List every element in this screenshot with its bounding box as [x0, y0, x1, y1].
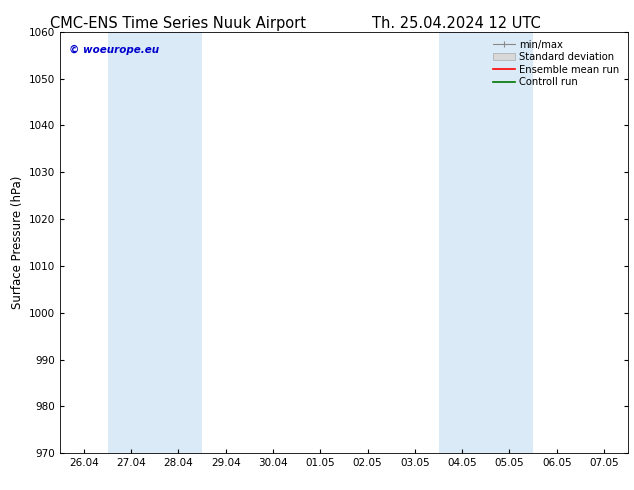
- Bar: [439, 32, 533, 453]
- Text: CMC-ENS Time Series Nuuk Airport: CMC-ENS Time Series Nuuk Airport: [49, 16, 306, 31]
- Y-axis label: Surface Pressure (hPa): Surface Pressure (hPa): [11, 176, 23, 309]
- Text: © woeurope.eu: © woeurope.eu: [68, 45, 159, 54]
- Legend: min/max, Standard deviation, Ensemble mean run, Controll run: min/max, Standard deviation, Ensemble me…: [491, 37, 623, 90]
- Text: Th. 25.04.2024 12 UTC: Th. 25.04.2024 12 UTC: [372, 16, 541, 31]
- Bar: [108, 32, 202, 453]
